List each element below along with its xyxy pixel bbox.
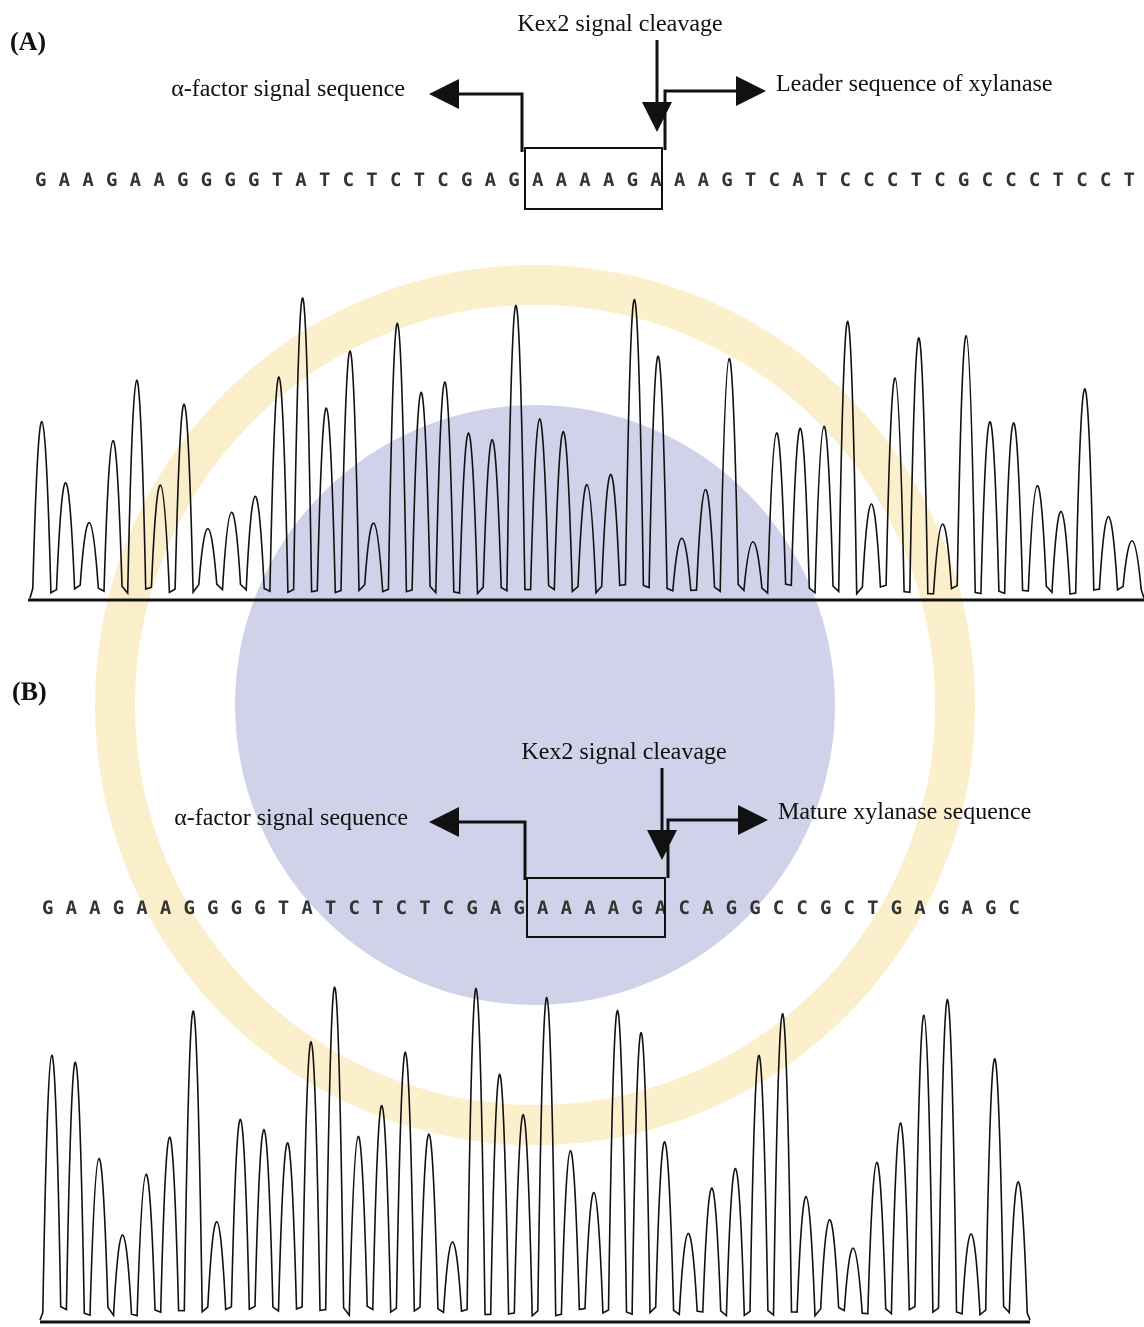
cleavage-label: Kex2 signal cleavage — [521, 739, 726, 765]
left-region-label: α-factor signal sequence — [171, 76, 405, 102]
panel-label: (B) — [12, 677, 47, 706]
watermark — [115, 285, 955, 1125]
right-region-label: Leader sequence of xylanase — [776, 71, 1053, 97]
cleavage-box — [525, 148, 662, 209]
figure: (A) Kex2 signal cleavage α-factor signal… — [0, 0, 1144, 1327]
right-region-label: Mature xylanase sequence — [778, 799, 1031, 825]
cleavage-label: Kex2 signal cleavage — [517, 11, 722, 37]
right-arrow — [665, 91, 760, 150]
sequence: GAAGAAGGGGTATCTCTCGAGAAAAGAAAGTCATCCCTCG… — [35, 169, 1135, 191]
chromatogram-trace — [40, 987, 1030, 1320]
panel-label: (A) — [10, 27, 46, 56]
left-region-label: α-factor signal sequence — [174, 805, 408, 831]
left-arrow — [435, 94, 522, 152]
